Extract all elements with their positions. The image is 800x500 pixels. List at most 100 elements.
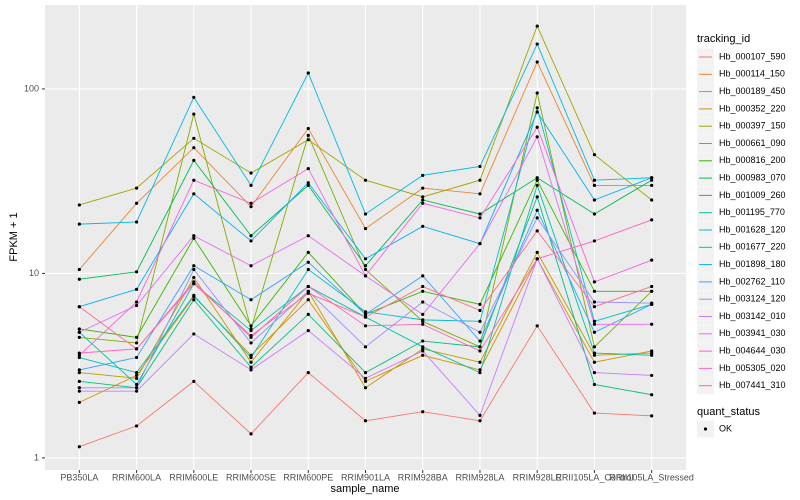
legend-label: Hb_000189_450 [719,86,786,96]
point [535,106,539,110]
point [192,236,196,240]
point [192,298,196,302]
y-axis-label: FPKM + 1 [8,212,20,261]
x-tick-label: RRIM600PE [283,472,333,482]
x-tick-label: RRIM600LE [169,472,218,482]
point [535,183,539,187]
point [306,166,310,171]
point [77,277,81,281]
point [306,260,310,264]
legend-label: Hb_002762_110 [719,276,785,286]
point [249,205,253,209]
point [421,318,425,322]
point [478,319,482,323]
point [77,353,81,357]
point [192,112,196,116]
point [77,389,81,393]
point [535,324,539,328]
point [134,389,139,393]
point [592,178,597,182]
point [535,195,539,199]
point [306,234,310,238]
point [134,376,139,380]
point [421,410,425,414]
point [421,201,425,205]
legend-title: quant_status [697,406,760,418]
point [363,312,368,316]
point [306,138,310,142]
point [592,351,597,355]
y-tick-label: 100 [24,83,39,93]
point [134,347,139,351]
point [363,267,368,272]
legend-label: Hb_000352_220 [719,103,786,113]
x-tick-label: RRII105LA_Control [555,472,633,482]
point [592,280,597,284]
point [478,302,482,306]
point [650,258,654,262]
legend-label: Hb_003124_120 [719,294,786,304]
point [421,173,425,177]
point [306,183,310,187]
point [478,178,482,182]
point [592,322,597,326]
point [478,212,482,216]
point [592,289,597,293]
point [363,212,368,216]
x-tick-label: RRIM901LA [341,472,390,482]
point [478,360,482,364]
point [77,327,81,331]
point [249,432,253,436]
point [192,293,196,298]
point [134,270,139,274]
point [535,176,539,180]
point [306,371,310,375]
point [249,264,253,268]
point [192,234,196,238]
point [421,224,425,228]
point [535,216,539,220]
legend-label: Hb_001009_260 [719,190,786,200]
legend-label: Hb_000661_090 [719,138,786,148]
point [421,322,425,326]
point [478,349,482,353]
point [650,393,654,397]
point [421,274,425,278]
legend-label: Hb_003941_030 [719,328,786,338]
x-axis-label: sample_name [330,483,399,495]
point [363,345,368,349]
point [249,341,253,345]
point [134,382,139,387]
point [421,198,425,202]
y-tick-label: 10 [29,268,39,278]
point [592,360,597,364]
point [478,308,482,313]
point [421,312,425,316]
point [249,234,253,238]
point [306,284,310,289]
point [535,110,539,114]
point [77,371,81,375]
point [650,353,654,357]
point [650,414,654,418]
point [650,178,654,182]
point [592,305,597,309]
point [77,305,81,309]
point [249,324,253,328]
point [650,289,654,293]
point [421,345,425,349]
legend-label: Hb_000983_070 [719,172,786,182]
point [249,360,253,364]
legend-label: Hb_001898_180 [719,259,786,269]
point [363,274,368,278]
point [77,379,81,383]
point [192,332,196,336]
point [134,371,139,375]
point [592,330,597,334]
point [363,310,368,314]
point [535,60,539,64]
point [535,24,539,28]
y-tick-label: 1 [34,452,39,462]
point [77,400,81,404]
